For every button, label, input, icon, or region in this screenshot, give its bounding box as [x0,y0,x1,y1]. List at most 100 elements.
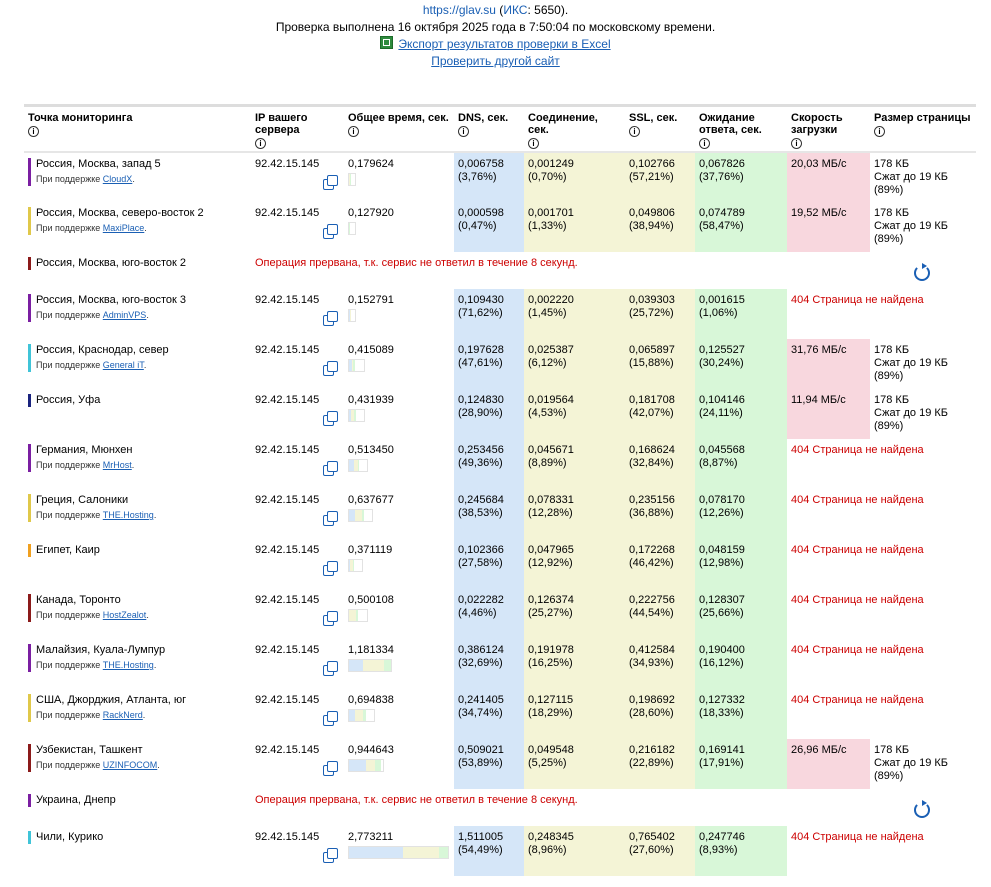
export-excel-link[interactable]: Экспорт результатов проверки в Excel [398,37,611,51]
error-cell: 404 Страница не найдена [787,689,976,739]
refresh-icon[interactable] [914,800,930,818]
provider-link[interactable]: RackNerd [102,710,143,720]
timing-bar-segment [411,847,440,858]
provider-link[interactable]: MaxiPlace [102,223,145,233]
provider-link[interactable]: THE.Hosting [102,510,154,520]
copy-icon[interactable] [323,175,338,190]
ip-address: 92.42.15.145 [255,444,320,456]
ip-address: 92.42.15.145 [255,744,320,756]
provider-link[interactable]: THE.Hosting [102,660,154,670]
connection-cell: 0,127115 (18,29%) [524,689,625,739]
copy-icon[interactable] [323,461,338,476]
total-time-cell: 0,152791 [344,289,454,339]
info-icon[interactable]: i [791,138,802,149]
page-size-cell: 178 КБ Сжат до 19 КБ (89%) [870,389,976,439]
wait-cell: 0,074789 (58,47%) [695,202,787,252]
total-time: 0,694838 [348,694,394,706]
support-label: При поддержке [36,760,101,770]
ip-cell: 92.42.15.145 [251,589,344,639]
total-time-cell: 0,371119 [344,539,454,589]
provider-line: При поддержке UZINFOCOM. [36,760,160,770]
compressed-size: Сжат до 19 КБ [874,757,949,769]
copy-icon[interactable] [323,224,338,239]
timing-bar [348,846,450,859]
provider-link[interactable]: UZINFOCOM [102,760,158,770]
info-icon[interactable]: i [874,126,885,137]
copy-icon[interactable] [323,411,338,426]
provider-link[interactable]: MrHost [102,460,132,470]
dns-cell-percent: (71,62%) [458,307,503,319]
timing-bar-segment [354,410,356,421]
timing-bar [348,359,365,372]
iks-link[interactable]: ИКС [503,3,528,17]
timing-bar-segment [351,410,355,421]
ssl-cell: 0,216182 (22,89%) [625,739,695,789]
copy-icon[interactable] [323,711,338,726]
connection-cell-percent: (4,53%) [528,407,567,419]
timing-bar-segment [349,610,352,621]
info-icon[interactable]: i [458,126,469,137]
connection-cell-value: 0,045671 [528,444,574,456]
info-icon[interactable]: i [699,138,710,149]
location-block: Греция, Салоники При поддержке THE.Hostin… [28,494,247,522]
timing-bar-segment [355,610,358,621]
provider-line: При поддержке RackNerd. [36,710,146,720]
compressed-size: Сжат до 19 КБ [874,407,949,419]
copy-icon[interactable] [323,661,338,676]
wait-cell: 0,169141 (17,91%) [695,739,787,789]
ssl-cell-value: 0,102766 [629,158,675,170]
support-label: При поддержке [36,510,101,520]
ip-address: 92.42.15.145 [255,594,320,606]
copy-icon[interactable] [323,361,338,376]
provider-link[interactable]: CloudX [102,174,133,184]
download-speed: 31,76 МБ/с [791,344,847,356]
connection-cell: 0,248345 (8,96%) [524,826,625,876]
check-other-site-link[interactable]: Проверить другой сайт [431,54,560,68]
copy-icon[interactable] [323,848,338,863]
table-row: Малайзия, Куала-Лумпур При поддержке THE.… [24,639,976,689]
error-cell: 404 Страница не найдена [787,489,976,539]
wait-cell-value: 0,169141 [699,744,745,756]
location-cell: Россия, Москва, юго-восток 3 При поддержк… [24,289,251,339]
compression-percent: (89%) [874,233,904,245]
refresh-icon[interactable] [914,263,930,281]
ip-cell: 92.42.15.145 [251,489,344,539]
info-icon[interactable]: i [348,126,359,137]
location-block: Россия, Москва, юго-восток 2 [28,257,247,270]
info-icon[interactable]: i [255,138,266,149]
site-link[interactable]: https://glav.su [422,3,496,17]
copy-icon[interactable] [323,561,338,576]
copy-icon[interactable] [323,611,338,626]
total-time-cell: 0,431939 [344,389,454,439]
ip-cell: 92.42.15.145 [251,826,344,876]
table-row: Россия, Москва, северо-восток 2 При подде… [24,202,976,252]
timing-bar-segment [439,847,449,858]
timing-bar [348,309,356,322]
provider-link[interactable]: General iT [102,360,144,370]
provider-link[interactable]: AdminVPS [102,310,147,320]
info-icon[interactable]: i [28,126,39,137]
copy-icon[interactable] [323,511,338,526]
wait-cell: 0,247746 (8,93%) [695,826,787,876]
page-size-cell: 178 КБ Сжат до 19 КБ (89%) [870,339,976,389]
provider-link[interactable]: HostZealot [102,610,147,620]
wait-cell: 0,067826 (37,76%) [695,152,787,202]
timing-bar-segment [349,360,352,371]
provider-line: При поддержке AdminVPS. [36,310,149,320]
copy-icon[interactable] [323,311,338,326]
info-icon[interactable]: i [528,138,539,149]
connection-cell-percent: (6,12%) [528,357,567,369]
copy-icon[interactable] [323,761,338,776]
dns-cell-value: 0,000598 [458,207,504,219]
wait-cell-percent: (37,76%) [699,171,744,183]
connection-cell-value: 0,047965 [528,544,574,556]
failure-cell: Операция прервана, т.к. сервис не ответи… [251,789,870,826]
timing-bar [348,222,356,235]
provider-line: При поддержке MrHost. [36,460,135,470]
info-icon[interactable]: i [629,126,640,137]
wait-cell-value: 0,104146 [699,394,745,406]
total-time: 0,127920 [348,207,394,219]
connection-cell: 0,191978 (16,25%) [524,639,625,689]
dns-cell-percent: (49,36%) [458,457,503,469]
wait-cell: 0,104146 (24,11%) [695,389,787,439]
